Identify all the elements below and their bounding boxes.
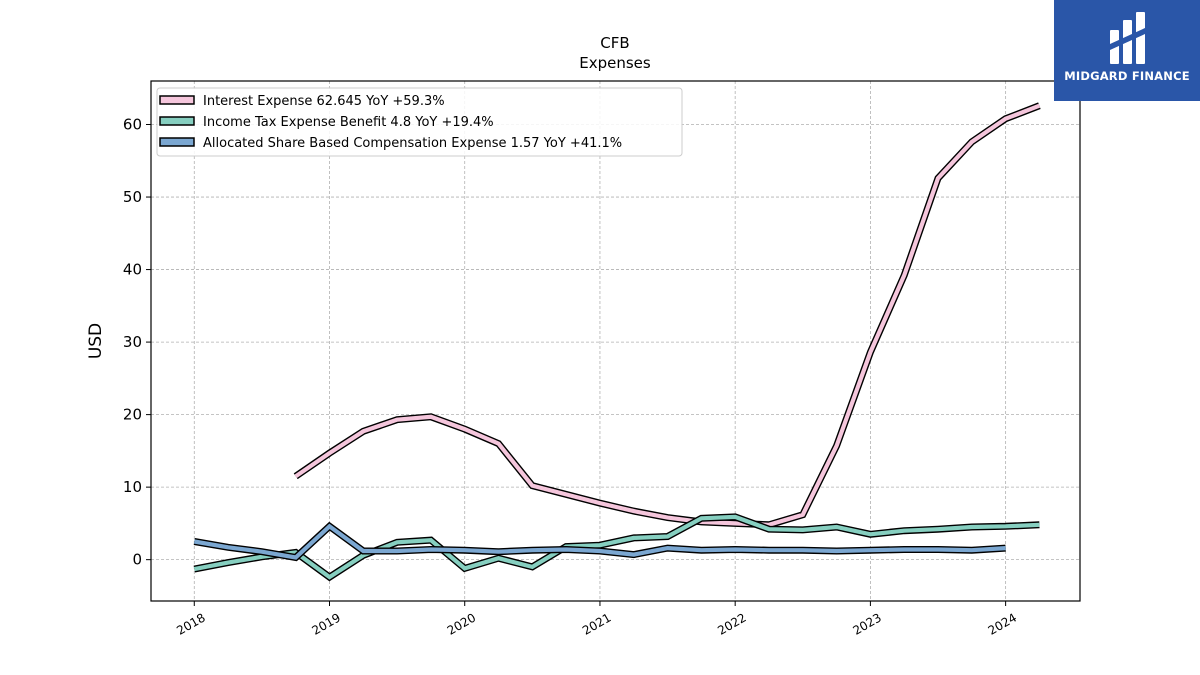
x-tick-label: 2024 (986, 610, 1019, 637)
legend-swatch (159, 116, 195, 126)
y-tick-label: 20 (123, 406, 142, 424)
chart-title: CFB (600, 34, 629, 52)
legend-swatch (159, 95, 195, 105)
x-tick-label: 2018 (174, 610, 207, 637)
midgard-finance-logo: MIDGARD FINANCE (1054, 0, 1200, 101)
logo-text: MIDGARD FINANCE (1064, 69, 1190, 83)
y-tick-label: 0 (132, 551, 142, 569)
series-income-tax-expense-benefit (193, 513, 1040, 582)
grid-lines (151, 81, 1080, 601)
y-tick-label: 40 (123, 261, 142, 279)
series-line-outline (293, 102, 1041, 529)
x-tick-label: 2021 (580, 610, 613, 637)
legend: Interest Expense 62.645 YoY +59.3% Income… (156, 87, 683, 157)
series-interest-expense (293, 102, 1041, 529)
y-tick-label: 50 (123, 188, 142, 206)
plot-frame (150, 80, 1081, 602)
chart-subtitle: Expenses (579, 54, 651, 72)
logo-mark-icon (1110, 12, 1145, 64)
legend-swatch (159, 137, 195, 147)
y-axis-label: USD (86, 323, 106, 359)
y-tick-label: 10 (123, 478, 142, 496)
series-line (193, 514, 1040, 580)
x-tick-label: 2019 (310, 610, 343, 637)
legend-label: Allocated Share Based Compensation Expen… (203, 136, 622, 151)
x-tick-label: 2020 (445, 610, 478, 637)
series-line (294, 103, 1041, 527)
series-line (193, 523, 1006, 560)
legend-box (156, 87, 683, 157)
y-tick-label: 30 (123, 333, 142, 351)
legend-label: Interest Expense 62.645 YoY +59.3% (203, 94, 445, 109)
legend-label: Income Tax Expense Benefit 4.8 YoY +19.4… (203, 115, 494, 130)
y-tick-label: 60 (123, 116, 142, 134)
series-allocated-share-based-compensation-expense (193, 521, 1006, 562)
x-tick-label: 2022 (715, 610, 748, 637)
x-tick-label: 2023 (850, 610, 883, 637)
